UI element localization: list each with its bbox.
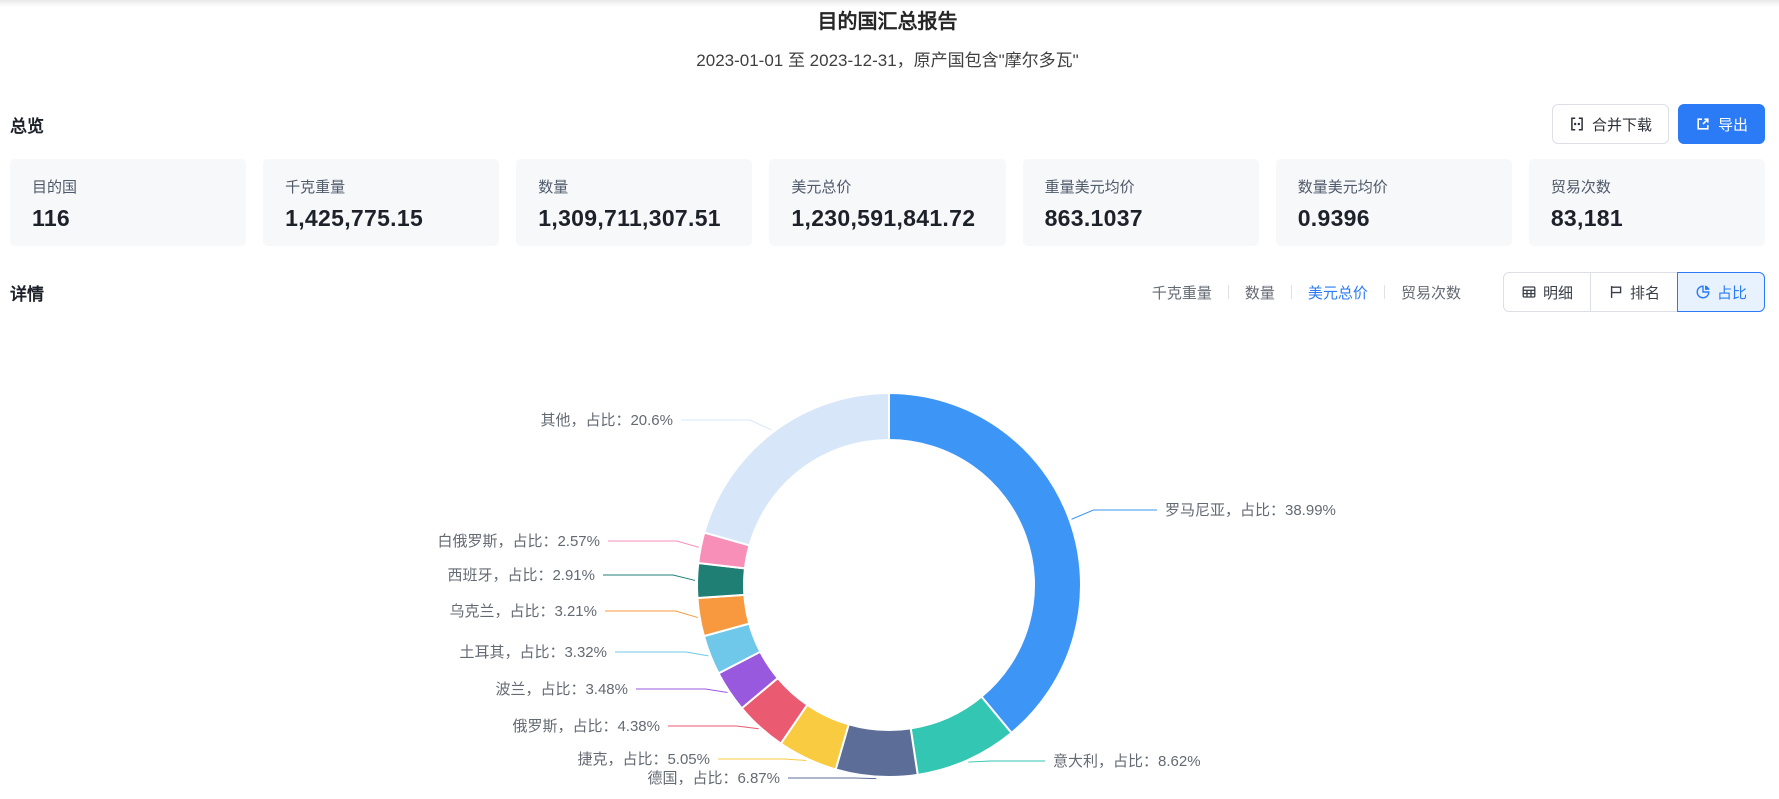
stat-card-6: 贸易次数 83,181 — [1528, 159, 1765, 246]
stat-card-value: 863.1037 — [1044, 205, 1143, 231]
slice-label-波兰: 波兰，占比：3.48% — [495, 681, 628, 698]
overview-heading: 总览 — [10, 116, 44, 136]
slice-label-乌克兰: 乌克兰，占比：3.21% — [449, 603, 597, 620]
export-button[interactable]: 导出 — [1677, 104, 1765, 144]
metric-tab-1[interactable]: 千克重量 — [1151, 284, 1212, 302]
slice-label-土耳其: 土耳其，占比：3.32% — [459, 644, 607, 661]
slice-label-意大利: 意大利，占比：8.62% — [1053, 752, 1201, 770]
stat-card-3: 美元总价 1,230,591,841.72 — [769, 159, 1006, 246]
label-line-土耳其 — [615, 651, 709, 657]
label-line-德国 — [788, 777, 877, 780]
view-button-占比[interactable]: 占比 — [1676, 272, 1765, 312]
stat-card-4: 重量美元均价 863.1037 — [1022, 159, 1259, 246]
table-icon — [1521, 284, 1537, 300]
page-title: 目的国汇总报告 — [817, 11, 958, 33]
stat-cards: 目的国 116 千克重量 1,425,775.15 数量 1,309,711,307.51… — [10, 159, 1765, 246]
view-button-label: 排名 — [1629, 284, 1660, 302]
view-button-label: 占比 — [1716, 284, 1747, 302]
label-line-俄罗斯 — [668, 725, 759, 730]
donut-slice-德国[interactable] — [834, 723, 919, 778]
stat-card-value: 1,425,775.15 — [285, 205, 424, 231]
slice-label-西班牙: 西班牙，占比：2.91% — [447, 567, 595, 584]
stat-card-value: 1,230,591,841.72 — [791, 205, 976, 231]
stat-card-label: 千克重量 — [285, 179, 346, 196]
label-line-乌克兰 — [605, 610, 698, 619]
slice-label-德国: 德国，占比：6.87% — [647, 769, 780, 787]
donut-chart-svg: 罗马尼亚，占比：38.99% 意大利，占比：8.62% 德国，占比：6.87%捷克，… — [437, 391, 1336, 787]
label-line-其他 — [681, 419, 773, 431]
metric-tab-3[interactable]: 美元总价 — [1307, 284, 1368, 302]
pie-icon — [1695, 284, 1711, 300]
stat-card-label: 贸易次数 — [1550, 179, 1611, 196]
view-button-label: 明细 — [1542, 284, 1573, 302]
stat-card-value: 1,309,711,307.51 — [538, 205, 721, 231]
label-line-意大利 — [968, 760, 1045, 763]
donut-slice-罗马尼亚[interactable] — [888, 391, 1082, 735]
stat-card-label: 重量美元均价 — [1044, 179, 1135, 196]
stat-card-value: 116 — [32, 205, 71, 231]
merge-icon — [1569, 116, 1585, 132]
stat-card-0: 目的国 116 — [10, 159, 247, 246]
export-label: 导出 — [1717, 116, 1748, 134]
stat-card-2: 数量 1,309,711,307.51 — [516, 159, 753, 246]
report-header: 目的国汇总报告 2023-01-01 至 2023-12-31，原产国包含"摩尔… — [10, 8, 1765, 73]
slice-label-捷克: 捷克，占比：5.05% — [577, 751, 710, 768]
merge-download-label: 合并下载 — [1591, 116, 1652, 134]
tab-separator — [1227, 285, 1229, 299]
slice-label-俄罗斯: 俄罗斯，占比：4.38% — [512, 718, 660, 735]
label-line-西班牙 — [603, 574, 696, 581]
metric-tabs: 千克重量 数量 美元总价 贸易次数 — [1152, 282, 1461, 303]
stat-card-label: 目的国 — [32, 179, 78, 196]
stat-card-value: 83,181 — [1550, 205, 1623, 231]
stat-card-label: 美元总价 — [791, 179, 852, 196]
stat-card-5: 数量美元均价 0.9396 — [1275, 159, 1512, 246]
slice-label-其他: 其他，占比：20.6% — [540, 412, 673, 429]
stat-card-1: 千克重量 1,425,775.15 — [263, 159, 500, 246]
header-actions: 合并下载 导出 — [1551, 104, 1765, 144]
ranking-icon — [1608, 284, 1624, 300]
label-line-白俄罗斯 — [608, 540, 699, 548]
view-button-排名[interactable]: 排名 — [1589, 272, 1678, 312]
stat-card-value: 0.9396 — [1297, 205, 1370, 231]
stat-card-label: 数量美元均价 — [1297, 179, 1388, 196]
stat-card-label: 数量 — [538, 179, 569, 196]
details-heading: 详情 — [10, 284, 44, 304]
metric-tab-4[interactable]: 贸易次数 — [1400, 284, 1461, 302]
label-line-捷克 — [718, 758, 807, 762]
donut-chart: 罗马尼亚，占比：38.99% 意大利，占比：8.62% 德国，占比：6.87% 捷克，… — [0, 325, 1779, 799]
view-button-group: 明细 排名 占比 — [1502, 272, 1765, 312]
view-button-明细[interactable]: 明细 — [1502, 272, 1591, 312]
tab-separator — [1383, 285, 1385, 299]
merge-download-button[interactable]: 合并下载 — [1551, 104, 1669, 144]
export-icon — [1695, 116, 1711, 132]
page-subtitle: 2023-01-01 至 2023-12-31，原产国包含"摩尔多瓦" — [696, 51, 1079, 70]
slice-label-白俄罗斯: 白俄罗斯，占比：2.57% — [437, 533, 600, 550]
label-line-波兰 — [636, 688, 728, 694]
slice-label-罗马尼亚: 罗马尼亚，占比：38.99% — [1165, 502, 1336, 519]
metric-tab-2[interactable]: 数量 — [1244, 284, 1275, 302]
donut-slice-其他[interactable] — [703, 391, 890, 547]
label-line-罗马尼亚 — [1071, 509, 1157, 520]
tab-separator — [1290, 285, 1292, 299]
